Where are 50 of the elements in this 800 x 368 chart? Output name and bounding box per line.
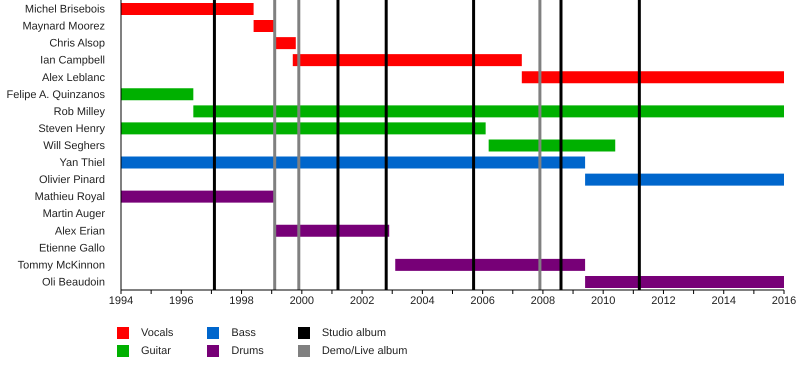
y-tick-label: Etienne Gallo (38, 242, 105, 254)
legend-label: Vocals (141, 327, 174, 339)
x-tick-label: 1994 (108, 294, 134, 307)
bar (488, 139, 616, 152)
bar (193, 105, 784, 118)
y-tick-label: Oli Beaudoin (42, 276, 105, 288)
bar (274, 224, 390, 237)
x-tick-label: 2008 (530, 294, 556, 307)
bar (121, 190, 275, 203)
x-tick-label: 2016 (772, 294, 796, 307)
bar (121, 156, 586, 169)
bar (254, 20, 275, 32)
y-tick-label: Alex Erian (54, 225, 105, 238)
legend-label: Bass (231, 327, 256, 339)
x-tick-label: 2002 (350, 294, 374, 307)
y-tick-label: Alex Leblanc (42, 72, 106, 84)
x-tick-label: 2012 (651, 294, 676, 307)
x-tick-label: 2014 (711, 294, 736, 307)
legend-label: Demo/Live album (322, 345, 408, 357)
y-tick-label: Olivier Pinard (38, 174, 105, 186)
y-tick-label: Yan Thiel (60, 157, 105, 170)
bar (121, 3, 254, 15)
bar (121, 122, 486, 134)
y-tick-label: Mathieu Royal (34, 191, 105, 204)
y-tick-label: Ian Campbell (40, 54, 105, 67)
y-tick-label: Michel Brisebois (24, 4, 106, 16)
y-tick-label: Tommy McKinnon (18, 259, 105, 272)
x-tick-label: 1998 (229, 294, 254, 307)
legend-label: Studio album (322, 327, 386, 339)
legend-label: Drums (231, 345, 264, 357)
bar (522, 71, 784, 84)
y-tick-label: Felipe A. Quinzanos (6, 88, 106, 101)
x-tick-label: 2000 (290, 294, 314, 307)
bar (395, 258, 586, 271)
y-tick-label: Martin Auger (42, 208, 106, 220)
x-tick-label: 2010 (590, 294, 616, 307)
x-tick-label: 2006 (470, 294, 495, 307)
bar (121, 88, 194, 100)
y-tick-label: Rob Milley (54, 106, 106, 118)
y-tick-label: Will Seghers (43, 140, 106, 152)
bar (274, 37, 296, 50)
bar (585, 174, 784, 186)
legend-label: Guitar (141, 345, 171, 357)
x-tick-label: 1996 (169, 294, 194, 307)
x-tick-label: 2004 (410, 294, 435, 307)
bar (585, 276, 784, 288)
y-tick-label: Maynard Moorez (22, 20, 105, 33)
y-tick-label: Chris Alsop (49, 38, 105, 50)
y-tick-label: Steven Henry (38, 122, 106, 135)
bar (292, 54, 522, 66)
